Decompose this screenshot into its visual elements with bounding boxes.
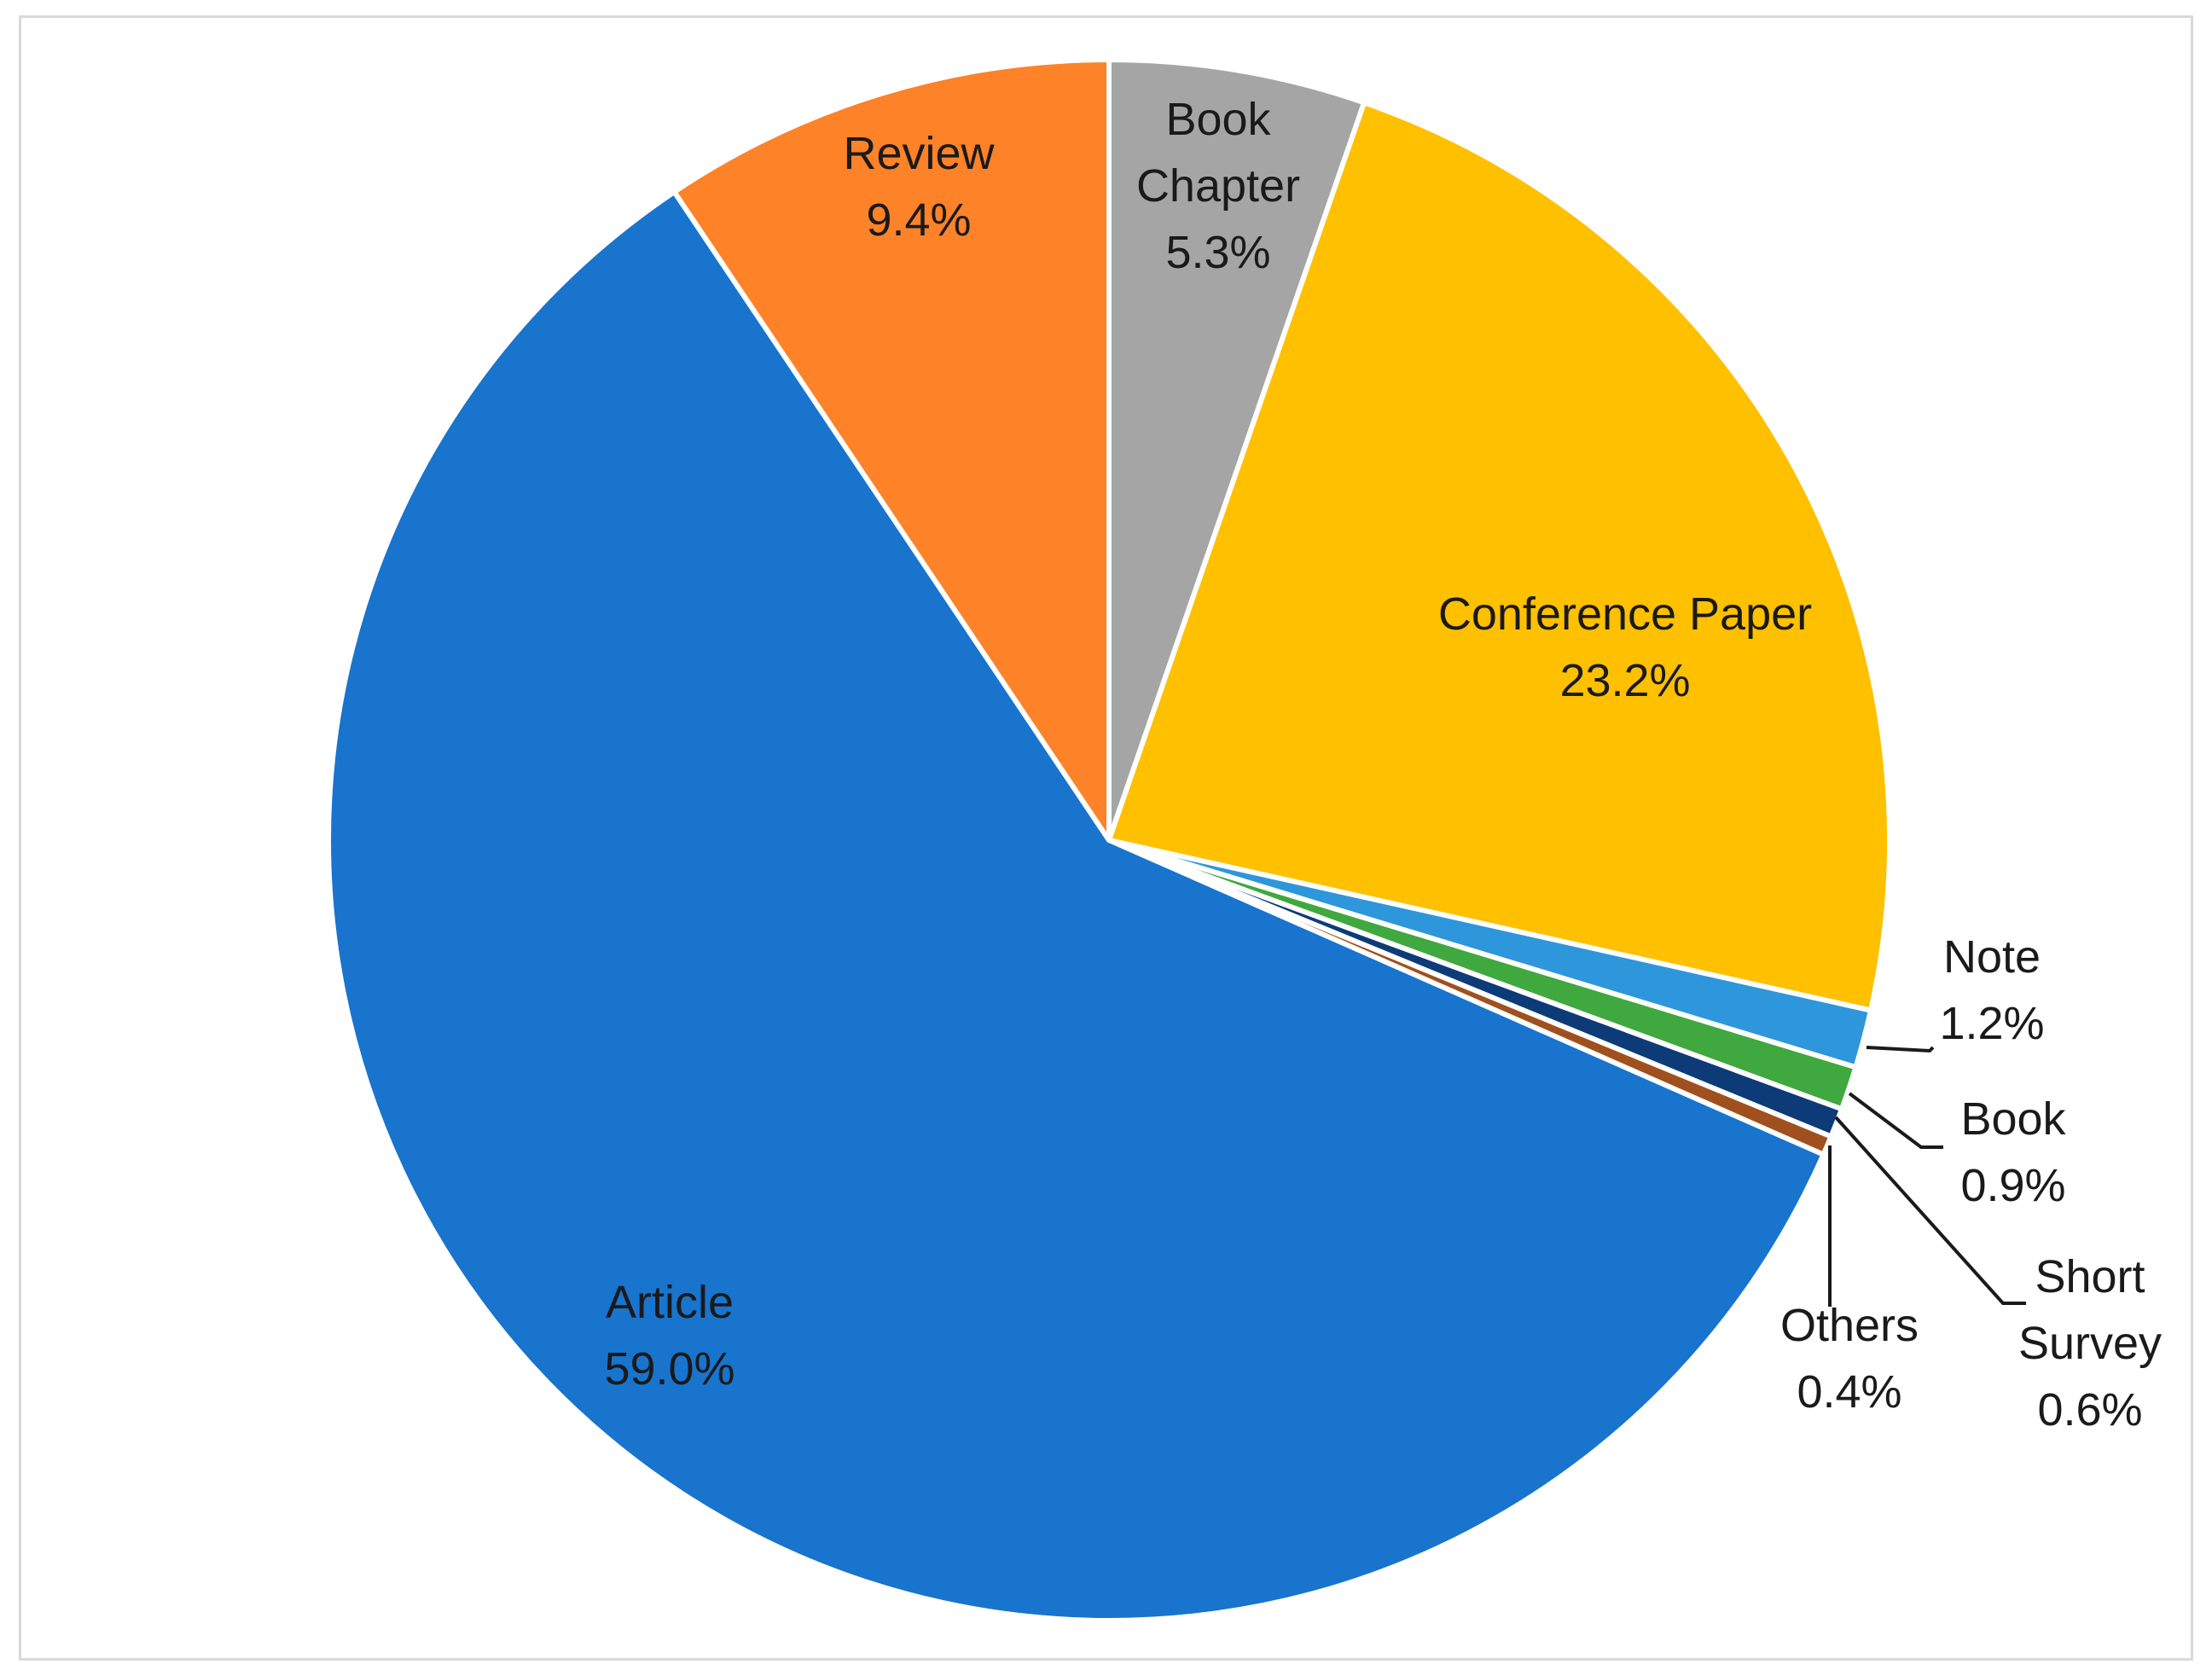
slice-labels: Book Chapter 5.3% Conference Paper 23.2% Note…	[604, 94, 2162, 1435]
slice-label-short-survey: Short Survey 0.6%	[2018, 1251, 2162, 1435]
pie-slice-conference-paper	[1106, 100, 1892, 1013]
slice-label-text: Book	[1165, 94, 1271, 145]
slice-value-label: 0.4%	[1797, 1366, 1901, 1418]
slice-label-text: Article	[606, 1277, 734, 1328]
slice-value-label: 0.9%	[1960, 1160, 2065, 1211]
leader-line-note	[1866, 1046, 1935, 1053]
slice-value-label: 1.2%	[1939, 998, 2044, 1049]
slice-label-book: Book 0.9%	[1960, 1093, 2066, 1211]
leader-line-book	[1848, 1092, 1943, 1149]
slice-value-label: 23.2%	[1559, 655, 1690, 706]
slice-label-text: Book	[1960, 1093, 2066, 1145]
slice-value-label: 0.6%	[2037, 1384, 2142, 1435]
slice-value-label: 5.3%	[1165, 227, 1270, 278]
slice-label-text: Others	[1780, 1300, 1919, 1351]
leader-line-short-survey	[1834, 1116, 2026, 1305]
pie-slice-review	[671, 57, 1112, 843]
slice-label-review: Review 9.4%	[843, 128, 995, 246]
slice-label-others: Others 0.4%	[1780, 1300, 1919, 1418]
leader-lines	[1828, 1046, 2026, 1307]
pie-slice-article	[326, 189, 1826, 1623]
slice-value-label: 9.4%	[866, 194, 971, 246]
slice-label-article: Article 59.0%	[604, 1277, 734, 1395]
pie-slice-book-chapter	[1106, 57, 1367, 843]
slice-value-label: 59.0%	[604, 1343, 734, 1395]
slice-label-text: Review	[843, 128, 995, 179]
slice-label-note: Note 1.2%	[1939, 931, 2044, 1049]
slice-label-text: Chapter	[1136, 160, 1300, 212]
slice-label-book-chapter: Book Chapter 5.3%	[1136, 94, 1300, 278]
slice-label-conference-paper: Conference Paper 23.2%	[1438, 589, 1812, 706]
slice-label-text: Conference Paper	[1438, 589, 1812, 640]
slice-label-text: Survey	[2018, 1318, 2162, 1369]
slice-label-text: Note	[1943, 931, 2041, 983]
pie-slices	[326, 57, 1892, 1623]
slice-label-text: Short	[2035, 1251, 2145, 1302]
